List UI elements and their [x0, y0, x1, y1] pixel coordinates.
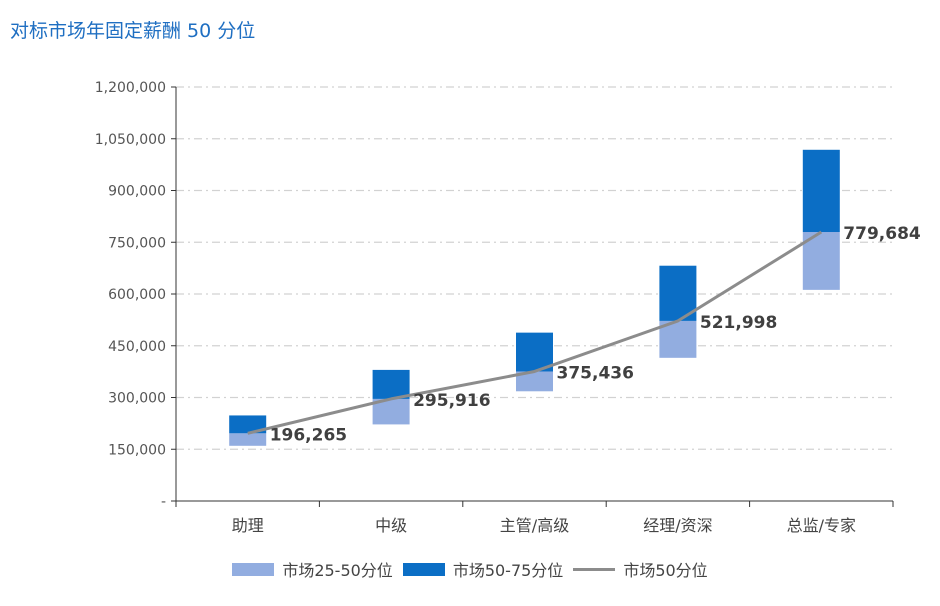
data-label: 779,684 [843, 224, 921, 244]
data-label: 295,916 [413, 391, 490, 411]
x-tick-label: 中级 [375, 516, 407, 535]
legend-label-p50-75: 市场50-75分位 [452, 561, 564, 580]
x-tick-label: 经理/资深 [643, 516, 712, 535]
y-tick-label: 300,000 [108, 391, 166, 407]
bar-p50-75 [372, 369, 410, 399]
legend-item-p50-75[interactable]: 市场50-75分位 [402, 557, 564, 581]
chart-legend: 市场25-50分位 市场50-75分位 市场50分位 [0, 557, 940, 581]
y-tick-label: 450,000 [108, 339, 166, 355]
y-tick-label: 600,000 [108, 287, 166, 303]
y-tick-label: - [161, 494, 166, 510]
legend-swatch-p50-75 [402, 562, 445, 576]
bar-p50-75 [802, 149, 840, 233]
legend-swatch-p25-50 [232, 562, 275, 576]
chart-title: 对标市场年固定薪酬 50 分位 [10, 20, 256, 42]
data-label: 521,998 [700, 313, 777, 333]
bar-p50-75 [516, 332, 553, 372]
x-tick-label: 总监/专家 [787, 516, 856, 535]
bar-p25-50 [802, 232, 840, 290]
bar-p25-50 [516, 371, 553, 392]
y-tick-label: 1,200,000 [95, 80, 166, 96]
x-tick-label: 主管/高级 [500, 516, 569, 535]
median-line [247, 230, 823, 435]
y-tick-label: 900,000 [108, 184, 166, 200]
y-tick-label: 750,000 [108, 235, 166, 251]
bar-p25-50 [229, 433, 267, 446]
y-tick-label: 150,000 [108, 442, 166, 458]
x-tick-label: 助理 [232, 516, 264, 535]
legend-item-p50-line[interactable]: 市场50分位 [573, 557, 708, 581]
data-label: 375,436 [557, 363, 634, 383]
legend-label-p50-line: 市场50分位 [623, 561, 708, 580]
legend-swatch-p50-line [573, 567, 616, 571]
bar-p50-75 [229, 415, 267, 434]
bar-p25-50 [659, 320, 697, 358]
data-label: 196,265 [270, 425, 347, 445]
y-tick-label: 1,050,000 [95, 132, 166, 148]
legend-item-p25-50[interactable]: 市场25-50分位 [232, 557, 393, 581]
legend-label-p25-50: 市场25-50分位 [282, 561, 393, 580]
